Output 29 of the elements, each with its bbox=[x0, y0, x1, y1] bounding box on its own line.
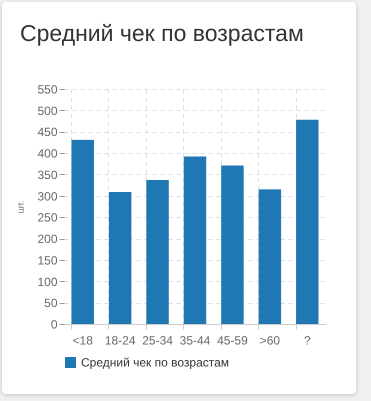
x-tick-label: 25-34 bbox=[142, 334, 174, 348]
bar bbox=[71, 140, 94, 324]
y-tick-label: 300 bbox=[37, 189, 58, 204]
x-tick-label: <18 bbox=[72, 334, 94, 348]
y-tick-label: 250 bbox=[37, 210, 58, 225]
bar bbox=[108, 192, 132, 324]
legend-label: Средний чек по возрастам bbox=[81, 356, 230, 370]
bar bbox=[184, 156, 206, 324]
x-tick-label: ? bbox=[304, 334, 311, 348]
y-tick-label: 50 bbox=[44, 296, 58, 310]
bar bbox=[258, 189, 282, 324]
y-tick-label: 350 bbox=[37, 168, 58, 182]
y-axis-title: шт. bbox=[15, 200, 26, 214]
x-tick-label: 18-24 bbox=[104, 334, 136, 348]
y-tick-label: 150 bbox=[37, 253, 58, 268]
bar bbox=[296, 120, 319, 324]
y-tick-label: 100 bbox=[37, 274, 58, 289]
y-tick-label: 500 bbox=[37, 104, 58, 118]
x-tick-label: 45-59 bbox=[217, 334, 248, 348]
y-tick-label: 0 bbox=[50, 318, 58, 332]
y-tick-label: 450 bbox=[37, 125, 58, 140]
y-tick-label: 200 bbox=[37, 232, 58, 246]
chart-title: Средний чек по возрастам bbox=[20, 20, 304, 47]
x-tick-label: >60 bbox=[260, 334, 280, 348]
bar bbox=[146, 180, 169, 324]
y-tick-label: 550 bbox=[37, 82, 58, 96]
y-tick-label: 400 bbox=[37, 146, 58, 161]
bar bbox=[221, 165, 244, 324]
x-tick-label: 35-44 bbox=[180, 334, 211, 348]
